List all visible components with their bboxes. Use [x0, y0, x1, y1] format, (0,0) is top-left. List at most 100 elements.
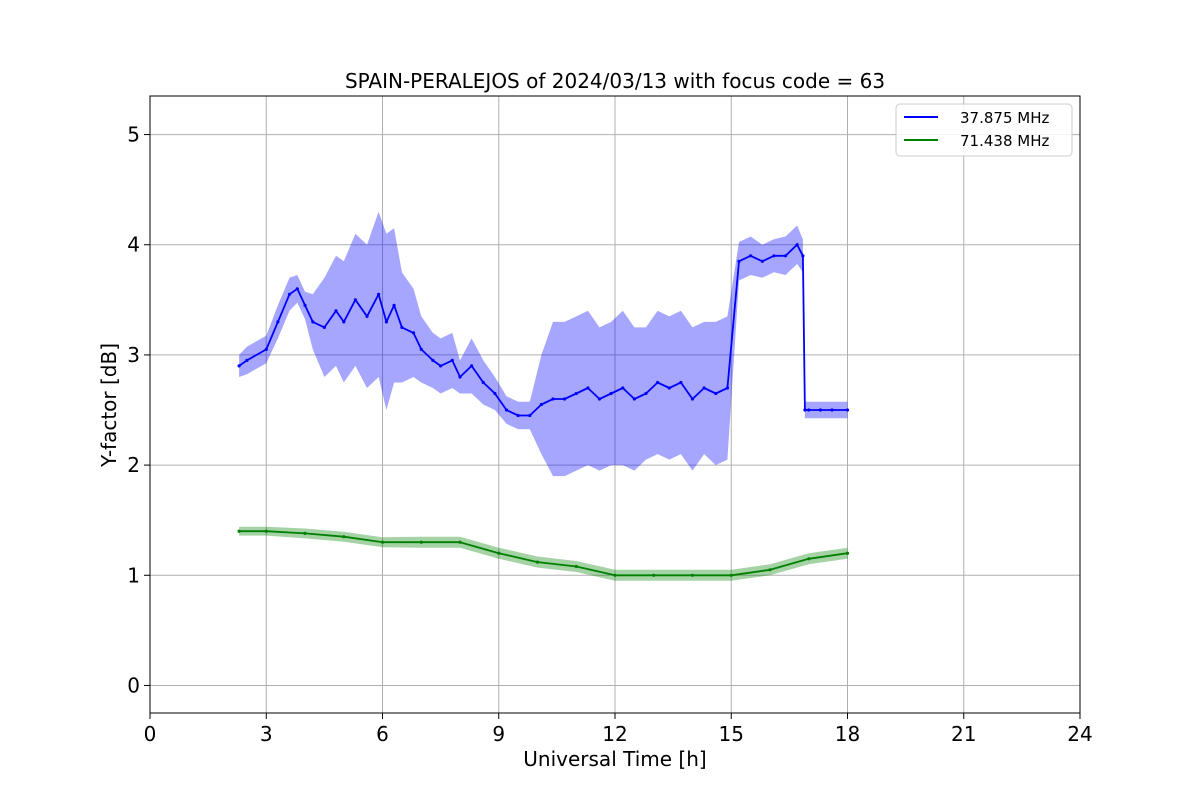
data-point: [334, 309, 338, 313]
y-tick-label: 5: [127, 123, 140, 147]
series-band: [239, 211, 848, 477]
data-point: [287, 292, 292, 296]
data-point: [768, 568, 772, 572]
data-point: [563, 397, 567, 401]
x-tick-label: 15: [719, 722, 744, 746]
data-point: [702, 386, 706, 390]
data-point: [322, 325, 326, 329]
data-point: [667, 386, 671, 390]
data-point: [801, 254, 805, 258]
data-point: [377, 292, 381, 296]
data-point: [535, 560, 540, 564]
data-point: [609, 391, 613, 396]
data-point: [772, 254, 776, 258]
data-point: [264, 529, 268, 533]
data-point: [737, 259, 741, 263]
data-point: [470, 364, 474, 368]
data-point: [613, 573, 617, 577]
data-point: [795, 243, 799, 247]
x-axis-label: Universal Time [h]: [523, 747, 706, 771]
data-point: [380, 540, 385, 544]
data-point: [342, 320, 346, 324]
data-point: [729, 573, 733, 577]
data-point: [493, 391, 497, 396]
x-tick-label: 9: [492, 722, 505, 746]
y-tick-label: 0: [127, 673, 140, 697]
data-point: [384, 320, 388, 324]
data-point: [237, 364, 241, 368]
data-point: [845, 551, 850, 555]
data-point: [419, 347, 423, 351]
data-point: [818, 408, 823, 412]
data-point: [311, 320, 315, 324]
data-point: [365, 314, 369, 318]
data-point: [458, 540, 462, 544]
data-point: [237, 529, 241, 533]
data-point: [431, 358, 435, 362]
data-point: [400, 325, 404, 329]
legend-label-71-438: 71.438 MHz: [960, 132, 1049, 150]
data-point: [652, 573, 656, 577]
series-layer: [237, 211, 850, 581]
legend-box: [895, 103, 1073, 157]
data-point: [632, 397, 637, 401]
data-point: [411, 331, 416, 335]
data-point: [516, 413, 520, 418]
data-point: [303, 303, 307, 307]
series-1: [237, 526, 850, 581]
legend: 37.875 MHz 71.438 MHz: [895, 103, 1073, 157]
series-0: [237, 211, 850, 477]
data-point: [439, 364, 443, 368]
data-point: [481, 380, 485, 385]
data-point: [690, 397, 695, 401]
data-point: [539, 402, 544, 407]
data-point: [264, 347, 268, 351]
data-point: [574, 391, 578, 396]
series-line: [238, 243, 848, 417]
data-point: [679, 380, 683, 385]
data-point: [295, 287, 299, 291]
data-point: [803, 408, 807, 412]
data-point: [656, 380, 660, 385]
y-tick-label: 4: [127, 233, 140, 257]
data-point: [303, 531, 307, 536]
data-point: [807, 557, 811, 561]
data-point: [621, 386, 625, 390]
data-point: [392, 303, 396, 307]
data-point: [497, 551, 501, 555]
data-point: [783, 254, 788, 258]
data-point: [353, 298, 357, 302]
data-point: [342, 535, 346, 539]
x-tick-label: 3: [260, 722, 273, 746]
x-tick-label: 24: [1067, 722, 1092, 746]
y-tick-label: 2: [127, 453, 140, 477]
data-point: [458, 375, 462, 379]
data-point: [586, 386, 590, 390]
data-point: [245, 358, 249, 362]
data-point: [528, 413, 532, 418]
x-tick-label: 18: [835, 722, 860, 746]
data-point: [597, 397, 602, 401]
chart-title: SPAIN-PERALEJOS of 2024/03/13 with focus…: [345, 69, 885, 93]
x-tick-label: 6: [376, 722, 389, 746]
x-tick-label: 12: [602, 722, 627, 746]
legend-label-37-875: 37.875 MHz: [960, 109, 1049, 127]
data-point: [725, 386, 730, 390]
data-point: [644, 391, 648, 396]
data-point: [574, 564, 578, 569]
data-point: [551, 397, 555, 401]
data-point: [690, 573, 695, 577]
series-band: [239, 526, 848, 581]
y-tick-label: 3: [127, 343, 140, 367]
x-tick-label: 0: [144, 722, 157, 746]
data-point: [749, 254, 753, 258]
y-tick-label: 1: [127, 563, 140, 587]
data-point: [450, 358, 454, 362]
x-tick-label: 21: [951, 722, 976, 746]
data-point: [504, 408, 509, 412]
data-point: [276, 320, 280, 324]
data-point: [845, 408, 850, 412]
data-point: [760, 259, 764, 263]
